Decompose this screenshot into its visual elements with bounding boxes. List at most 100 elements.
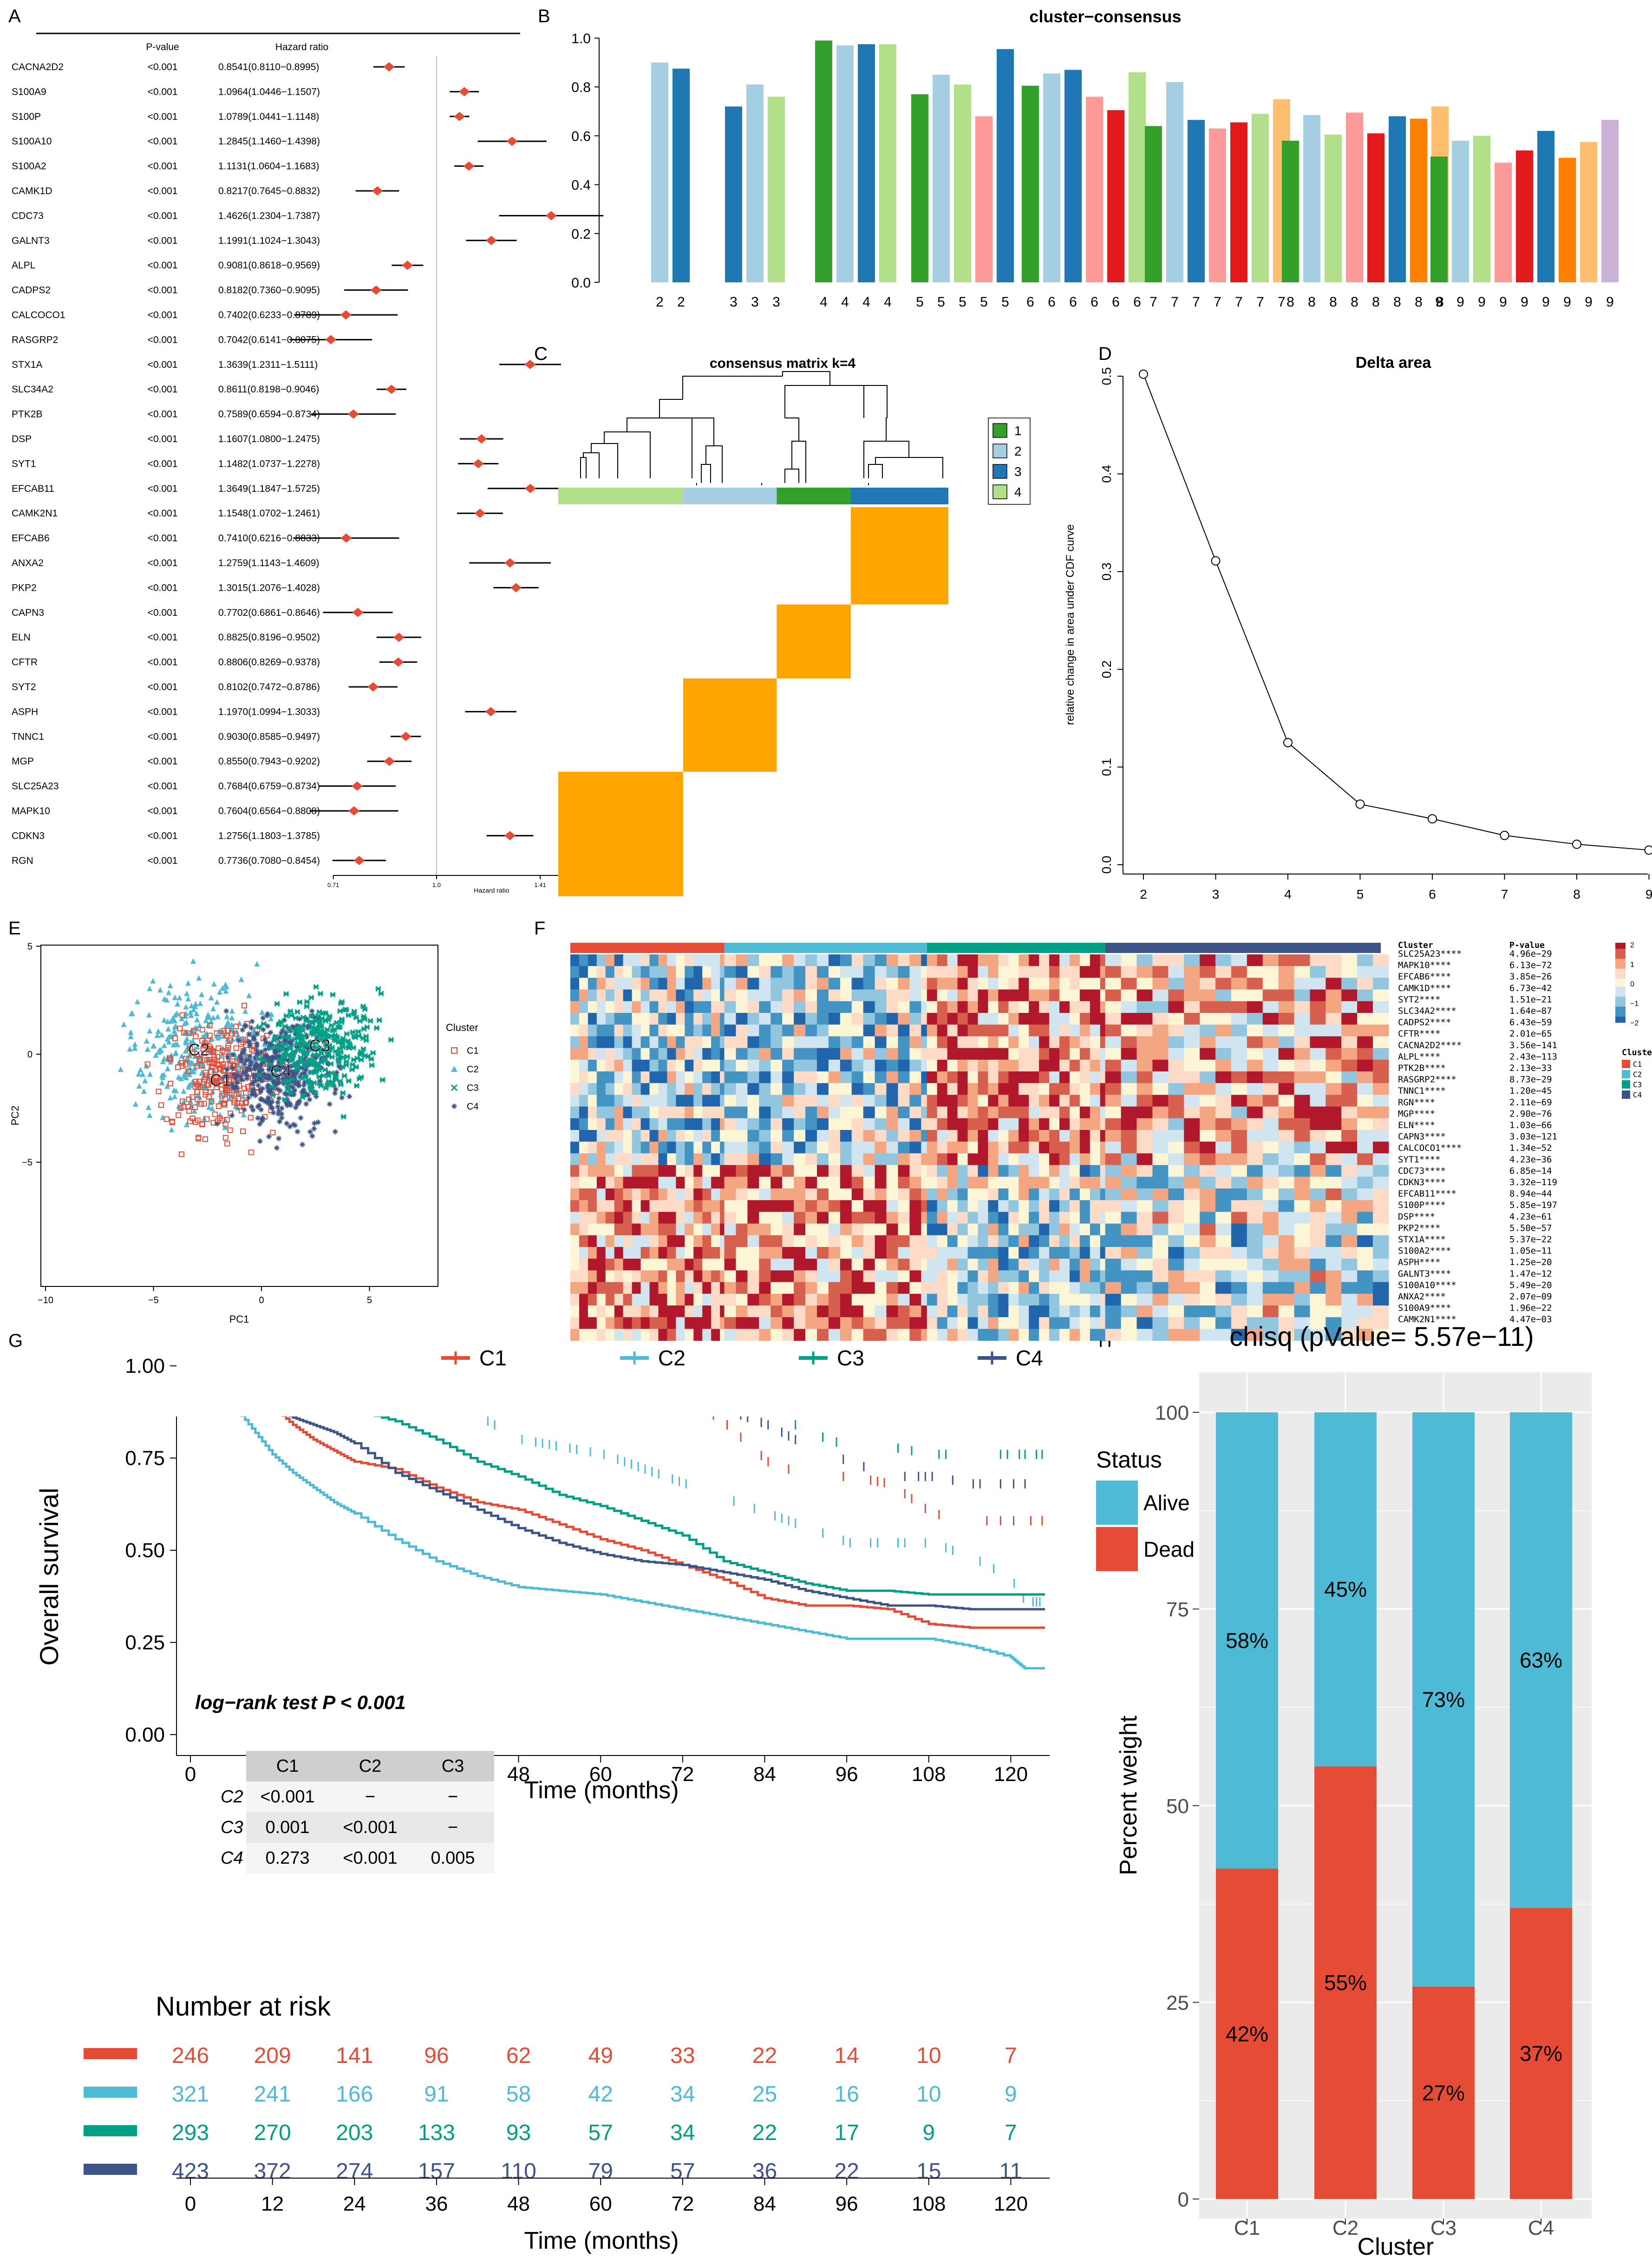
pca-point	[320, 1033, 326, 1039]
heatmap-cell	[1262, 1293, 1279, 1306]
heatmap-cell	[816, 1329, 829, 1341]
logrank-text: log−rank test P < 0.001	[195, 1691, 406, 1713]
heatmap-cell	[736, 1118, 748, 1130]
heatmap-cell	[605, 966, 615, 978]
y-tick-label: 75	[1166, 1599, 1189, 1621]
heatmap-cell	[570, 1001, 580, 1013]
forest-pvalue: <0.001	[148, 111, 178, 122]
heatmap-pvalue: 1.34e−52	[1509, 1143, 1552, 1153]
heatmap-cell	[947, 1048, 958, 1060]
heatmap-cell	[1294, 954, 1310, 966]
heatmap-cell	[1341, 1329, 1358, 1341]
heatmap-cell	[1152, 954, 1169, 966]
heatmap-cell	[614, 1083, 624, 1095]
heatmap-cell	[1262, 1083, 1279, 1095]
heatmap-cell	[632, 989, 641, 1002]
pca-point	[363, 1033, 369, 1039]
heatmap-cell	[770, 1083, 783, 1095]
heatmap-cell	[685, 1036, 694, 1049]
heatmap-cell	[759, 1118, 771, 1130]
x-tick-label: 2	[1140, 887, 1147, 901]
heatmap-cell	[702, 1247, 712, 1259]
heatmap-cell	[1090, 1293, 1101, 1306]
heatmap-cell	[1373, 1130, 1389, 1142]
heatmap-cell	[667, 1083, 676, 1095]
heatmap-cell	[1231, 1001, 1247, 1013]
pairwise-col-header: C3	[442, 1756, 464, 1776]
consensus-k-label: 5	[916, 294, 924, 310]
pca-point	[255, 1115, 261, 1121]
pca-point	[221, 1074, 227, 1080]
heatmap-cell	[927, 989, 938, 1002]
pca-point	[210, 1049, 216, 1055]
heatmap-cell	[724, 1095, 736, 1107]
heatmap-cell	[794, 966, 806, 978]
x-tick-label: 7	[1501, 887, 1508, 901]
heatmap-cell	[579, 1095, 588, 1107]
colorbar-step	[1615, 960, 1626, 963]
pca-point	[145, 1104, 151, 1110]
pca-point	[144, 1061, 150, 1067]
heatmap-cell	[1152, 1059, 1169, 1072]
pca-point	[313, 1035, 320, 1041]
heatmap-cell	[1262, 1317, 1279, 1329]
heatmap-cell	[909, 1118, 921, 1130]
heatmap-cell	[623, 1083, 633, 1095]
heatmap-cell	[794, 1305, 806, 1318]
heatmap-cell	[770, 1188, 783, 1201]
pca-point	[235, 1096, 241, 1102]
forest-gene: PTK2B	[12, 409, 43, 420]
heatmap-cell	[685, 1329, 694, 1341]
y-tick-label: 0.8	[571, 80, 591, 95]
heatmap-cell	[640, 1025, 650, 1037]
heatmap-cell	[851, 1212, 864, 1224]
heatmap-cell	[736, 1293, 748, 1306]
heatmap-cell	[782, 1165, 794, 1177]
heatmap-cell	[937, 1282, 948, 1294]
pca-point	[234, 1079, 240, 1085]
heatmap-cell	[794, 1188, 806, 1201]
heatmap-cell	[1059, 1153, 1070, 1166]
heatmap-cell	[1310, 1106, 1326, 1119]
heatmap-cell	[875, 1259, 887, 1271]
pca-point	[367, 1018, 373, 1024]
pca-point	[161, 1055, 167, 1061]
heatmap-cell	[988, 1083, 999, 1095]
heatmap-cell	[805, 1025, 817, 1037]
heatmap-cell	[1278, 1059, 1295, 1072]
heatmap-cell	[1049, 1118, 1060, 1130]
heatmap-cell	[1136, 1212, 1153, 1224]
pca-point	[341, 1073, 347, 1079]
heatmap-cell	[1049, 1259, 1060, 1271]
heatmap-cell	[1262, 978, 1279, 990]
pca-point	[182, 1071, 188, 1077]
heatmap-cell	[702, 1293, 712, 1306]
pca-point	[251, 1075, 257, 1081]
heatmap-cell	[898, 1247, 910, 1259]
heatmap-cell	[898, 1083, 910, 1095]
forest-gene: CDKN3	[12, 830, 45, 841]
risk-xlabel: Time (months)	[524, 2227, 679, 2254]
heatmap-cell	[1029, 954, 1039, 966]
heatmap-cell	[588, 1001, 597, 1013]
forest-gene: CAMK1D	[12, 186, 52, 196]
heatmap-cell	[1121, 966, 1137, 978]
x-tick-label: C4	[1528, 2217, 1554, 2239]
heatmap-cell	[1357, 1188, 1373, 1201]
heatmap-cell	[770, 1071, 783, 1083]
heatmap-cell	[759, 1235, 771, 1247]
heatmap-cell	[605, 1071, 615, 1083]
risk-value: 7	[1005, 2043, 1017, 2068]
heatmap-cell	[1105, 966, 1122, 978]
x-tick-label: 9	[1645, 887, 1652, 901]
pca-point	[141, 1088, 147, 1094]
heatmap-cell	[658, 1188, 667, 1201]
pca-point	[235, 1090, 242, 1096]
pca-point	[275, 1062, 281, 1068]
heatmap-cell	[579, 1305, 588, 1318]
pca-point	[274, 1075, 281, 1081]
heatmap-cell	[1090, 1071, 1101, 1083]
heatmap-cell	[676, 1317, 685, 1329]
heatmap-cell	[1121, 1048, 1137, 1060]
heatmap-cell	[1326, 1165, 1342, 1177]
